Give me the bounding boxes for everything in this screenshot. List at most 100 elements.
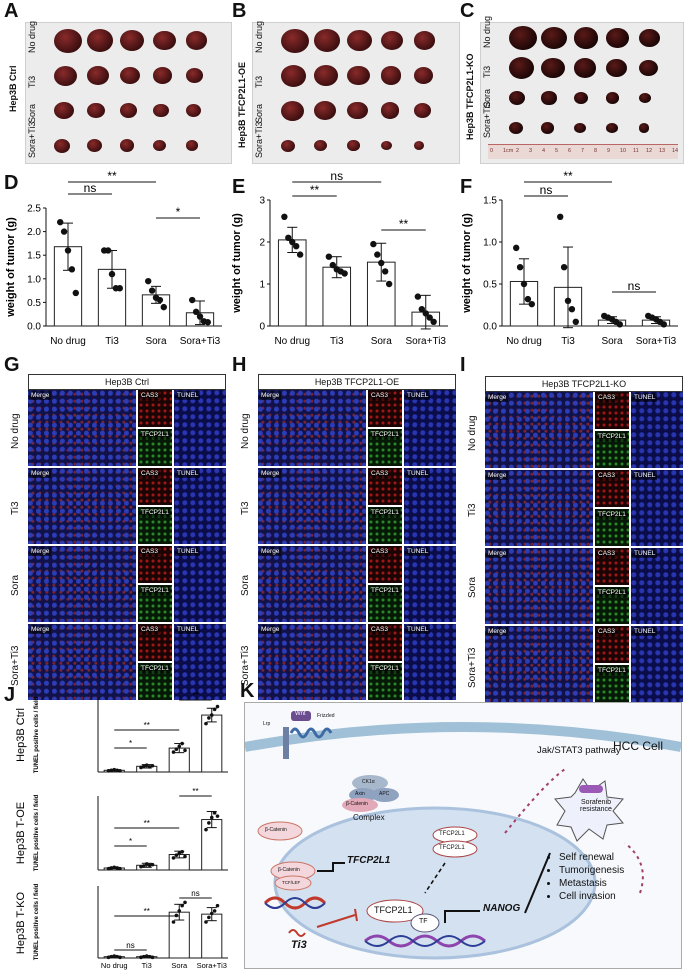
y-tick-label: 0.5 xyxy=(27,298,41,309)
tumor-photo-a xyxy=(25,22,232,164)
if-cas3-cell: CAS3 xyxy=(595,470,629,507)
ruler-tick-label: 2 xyxy=(516,148,520,154)
cas3-label: CAS3 xyxy=(139,547,160,556)
j-row-label: Hep3B T-OE xyxy=(15,802,27,864)
tumor xyxy=(87,102,106,119)
data-point xyxy=(374,251,381,258)
category-label: Ti3 xyxy=(105,336,119,347)
if-cas3-cell: CAS3 xyxy=(138,468,172,505)
significance-label: ns xyxy=(126,941,134,950)
significance-label: ** xyxy=(310,183,320,197)
category-label: Sora xyxy=(601,336,623,347)
if-row-label: Ti3 xyxy=(240,501,251,515)
panel-label-k: K xyxy=(240,680,255,702)
data-point xyxy=(144,954,149,958)
data-point xyxy=(292,243,300,250)
tumor xyxy=(541,91,557,105)
merge-label: Merge xyxy=(486,393,509,402)
apc-node xyxy=(371,788,399,802)
tumor xyxy=(54,28,82,53)
data-point xyxy=(106,955,111,960)
data-point xyxy=(572,318,579,325)
if-row-label: Ti3 xyxy=(467,503,478,517)
merge-label: Merge xyxy=(259,625,282,634)
if-merge-cell: Merge xyxy=(258,546,366,622)
data-point xyxy=(192,308,200,316)
tumor xyxy=(606,28,629,48)
ruler-tick-label: 10 xyxy=(620,148,627,154)
outcome-item: Metastasis xyxy=(559,877,624,890)
data-point xyxy=(204,920,208,924)
data-point xyxy=(147,954,152,959)
schema-complex: Complex xyxy=(353,813,385,822)
if-cas3-cell: CAS3 xyxy=(368,624,402,661)
tumor xyxy=(186,67,204,84)
data-point xyxy=(418,306,426,313)
panel-label-a: A xyxy=(4,0,19,22)
tcf-node xyxy=(274,875,312,891)
tunel-label: TUNEL xyxy=(175,391,201,400)
if-row-label: No drug xyxy=(10,413,21,449)
panel-label-h: H xyxy=(232,354,247,376)
tumor xyxy=(186,104,201,117)
significance-label: * xyxy=(129,739,132,748)
ruler-tick-label: 4 xyxy=(542,148,546,154)
chart-j-oe: TUNEL positive cells / field *****Hep3B T… xyxy=(15,788,228,871)
if-row-label: Sora xyxy=(10,574,21,596)
significance-label: ns xyxy=(540,183,553,197)
data-point xyxy=(148,287,156,294)
data-point xyxy=(177,744,182,749)
significance-label: ** xyxy=(144,907,150,916)
merge-label: Merge xyxy=(29,469,52,478)
tumor xyxy=(380,140,392,151)
data-point xyxy=(112,865,117,870)
cas3-label: CAS3 xyxy=(596,471,617,480)
data-point xyxy=(180,903,184,908)
ruler-tick-label: 7 xyxy=(581,148,585,154)
chart-f: 0.0 0.5 1.0 1.5 weight of tumor (g) No drug Ti… xyxy=(461,169,678,347)
tumor xyxy=(347,29,372,52)
data-point xyxy=(177,909,182,913)
tunel-label: TUNEL xyxy=(405,625,431,634)
data-point xyxy=(196,313,204,320)
tumor-photo-c xyxy=(480,22,684,164)
y-tick-label: 3 xyxy=(259,196,265,207)
if-merge-cell: Merge xyxy=(28,546,136,622)
data-point xyxy=(215,814,220,818)
data-point xyxy=(209,713,214,717)
y-axis-label: TUNEL positive cells / field xyxy=(34,696,40,773)
bcat-complex-node xyxy=(342,798,378,812)
ruler-tick-label: 8 xyxy=(594,148,598,154)
data-point xyxy=(115,954,119,959)
tfcp-protein-2 xyxy=(432,840,478,858)
category-label: Sora xyxy=(371,336,393,347)
y-axis-label: weight of tumor (g) xyxy=(5,217,17,318)
data-point xyxy=(180,850,184,854)
if-tfcp2l1-cell: TFCP2L1 xyxy=(138,429,172,466)
tumor xyxy=(380,66,402,85)
schema-tfcp-protein-2: TFCP2L1 xyxy=(439,845,465,851)
photo-row-label: Ti3 xyxy=(254,75,264,88)
significance-label: ** xyxy=(192,788,198,796)
data-point xyxy=(174,913,179,918)
y-tick-label: 0.5 xyxy=(483,280,497,291)
schema-tfcp-gene: TFCP2L1 xyxy=(347,855,391,866)
tumor xyxy=(573,27,599,49)
significance-label: * xyxy=(176,205,181,219)
panel-label-g: G xyxy=(4,354,20,376)
tf-node xyxy=(410,913,440,933)
y-tick-label: 2.5 xyxy=(27,204,41,215)
tumor xyxy=(541,122,555,134)
tumor xyxy=(606,123,618,133)
photo-row-label: Ti3 xyxy=(27,75,37,88)
data-point xyxy=(147,863,152,868)
if-tfcp2l1-cell: TFCP2L1 xyxy=(368,663,402,700)
tumor xyxy=(573,122,586,134)
ruler-tick-label: 5 xyxy=(555,148,559,154)
tumor xyxy=(281,139,295,152)
tumor xyxy=(153,30,176,51)
data-point xyxy=(139,765,143,770)
tfcp2l1-label: TFCP2L1 xyxy=(596,510,628,519)
merge-label: Merge xyxy=(29,391,52,400)
if-row-label: No drug xyxy=(240,413,251,449)
